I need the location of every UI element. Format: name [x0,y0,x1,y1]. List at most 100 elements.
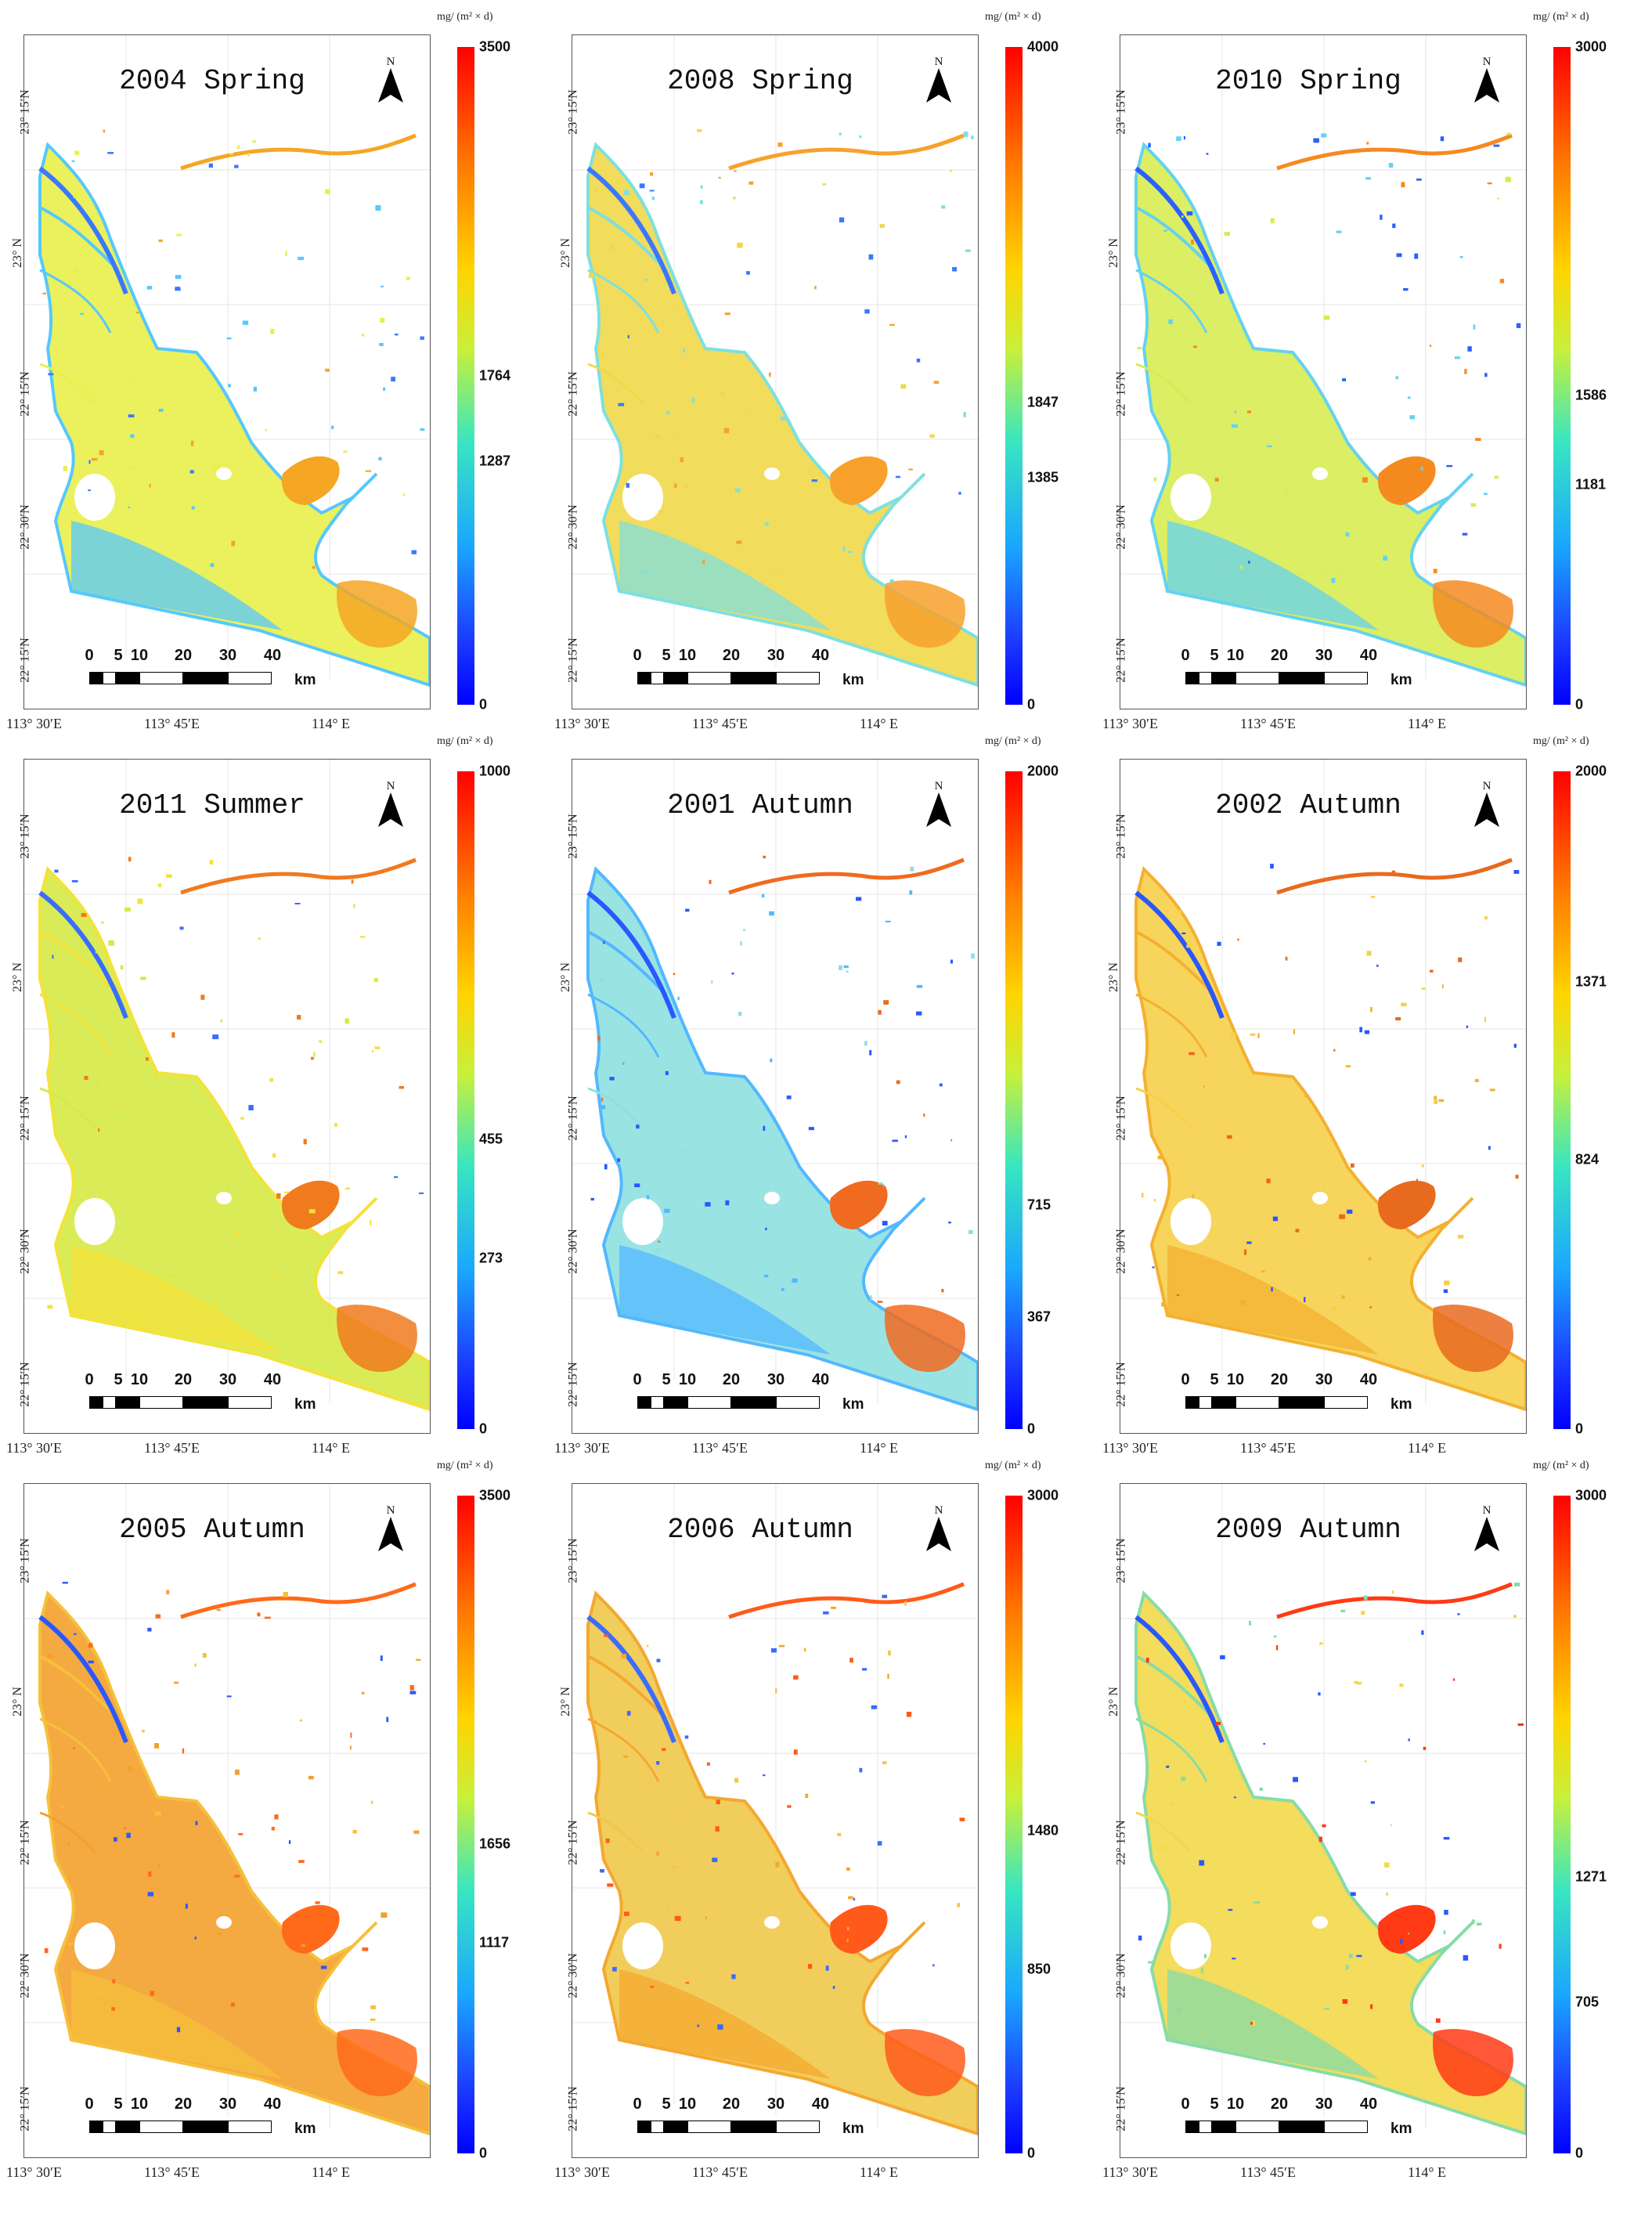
water-speckle [1368,1257,1372,1261]
water-speckle [167,1276,174,1277]
scale-segment [651,672,664,684]
water-speckle [600,1869,604,1873]
water-speckle [737,242,743,248]
water-speckle [114,1103,119,1106]
water-speckle [1399,1684,1404,1687]
scale-bar: 0 5 10 20 30 40 km [85,1371,324,1418]
river-branch [587,1087,644,1129]
colorbar-tick-label: 0 [1027,696,1036,713]
estuary-lower-band [71,1969,283,2079]
water-speckle [182,1094,187,1097]
water-speckle [1331,578,1336,583]
water-speckle [740,941,742,946]
island [1170,1198,1211,1245]
scale-tick-label: 5 [1210,647,1219,664]
colorbar-unit-label: mg/ (m² × d) [437,11,493,23]
colorbar-tick-label: 1847 [1027,394,1059,410]
longitude-label: 114° E [312,716,351,731]
water-speckle [846,1938,849,1943]
water-speckle [42,292,46,295]
water-speckle [1266,1178,1271,1184]
water-speckle [1152,1266,1155,1269]
scale-tick-label: 30 [766,647,785,664]
scale-tick-label: 0 [633,647,642,664]
water-speckle [1250,1033,1256,1036]
colorbar-unit-label: mg/ (m² × d) [985,11,1041,23]
latitude-label: 22° 30′N [18,504,32,550]
water-speckle [736,540,742,544]
panel-title: 2005 Autumn [119,1514,305,1546]
water-speckle [373,977,378,982]
water-speckle [1170,1803,1174,1805]
water-speckle [235,1769,240,1775]
river-branch [587,269,660,334]
panel-title: 2004 Spring [119,65,305,97]
scale-tick-label: 30 [218,2095,237,2113]
water-speckle [1420,466,1423,471]
water-speckle [1336,230,1342,233]
water-speckle [904,1601,907,1606]
scale-segment [637,672,651,684]
colorbar-tick-label: 4000 [1027,38,1059,55]
water-speckle [1201,1967,1203,1973]
water-speckle [1153,1199,1156,1202]
scale-tick-label: 0 [85,2095,94,2113]
colorbar-tick-label: 273 [479,1250,503,1266]
water-speckle [284,1191,290,1193]
water-speckle [1454,356,1461,359]
latitude-label: 23° N [558,1687,572,1716]
longitude-label: 113° 45′E [692,1440,748,1456]
scale-segment [731,2121,776,2133]
water-speckle [715,1826,720,1832]
water-speckle [1192,345,1197,348]
water-speckle [644,571,650,573]
water-speckle [1452,1678,1455,1681]
water-speckle [1253,2021,1256,2026]
north-arrow-icon: N [1473,1504,1501,1557]
water-speckle [361,1691,365,1695]
longitude-label: 113° 30′E [554,1440,610,1456]
scale-tick-label: 20 [174,2095,193,2113]
map-panel: mg/ (m² × d) 2010 Spring N 23° 15′N 23° N 22°… [1102,8,1650,736]
water-speckle [588,273,594,279]
water-speckle [1163,229,1167,232]
water-speckle [673,973,676,976]
estuary-lower-band [71,1245,283,1355]
water-speckle [1339,1214,1345,1219]
water-speckle [1186,944,1191,948]
water-speckle [1275,1644,1279,1651]
water-speckle [96,1991,102,1994]
scale-tick-label: 40 [1359,1371,1378,1388]
water-speckle [856,897,862,901]
water-speckle [1237,938,1239,941]
water-speckle [195,1821,198,1825]
water-speckle [849,1947,854,1951]
water-speckle [839,965,842,970]
latitude-label: 22° 30′N [18,1953,32,1998]
water-speckle [888,1650,891,1656]
water-speckle [775,1687,777,1694]
water-speckle [365,470,372,472]
water-speckle [320,1965,327,1969]
water-speckle [63,466,67,471]
north-arrow-icon: N [925,780,953,833]
longitude-label: 113° 30′E [1102,716,1158,731]
island [622,474,663,521]
scale-tick-label: 5 [662,647,671,664]
water-speckle [1270,218,1275,224]
water-speckle [823,1611,829,1615]
island [1312,467,1328,480]
scale-segment [687,1396,731,1409]
latitude-label: 23° N [10,238,24,268]
water-speckle [108,940,114,946]
water-speckle [1336,571,1339,573]
water-speckle [149,484,151,488]
latitude-label: 23° N [1106,962,1120,992]
river-branch [587,1717,660,1782]
longitude-label: 114° E [1408,1440,1447,1456]
latitude-label: 22° 15′N [566,2086,580,2131]
water-speckle [1257,1033,1260,1038]
water-speckle [916,1011,922,1016]
water-speckle [1484,916,1488,920]
